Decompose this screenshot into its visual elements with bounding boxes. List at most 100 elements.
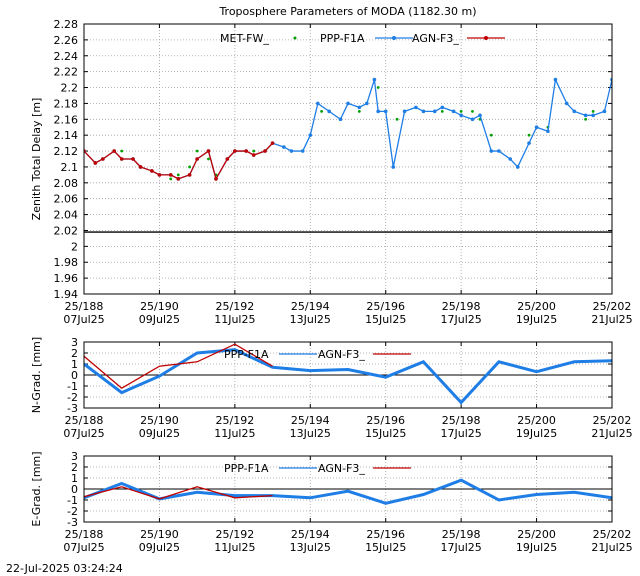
footer-timestamp: 22-Jul-2025 03:24:24 bbox=[6, 562, 123, 575]
data-point bbox=[489, 133, 493, 137]
legend-entry: PPP-F1A bbox=[224, 462, 317, 475]
series-line bbox=[84, 486, 273, 500]
x-tick-label: 25/194 bbox=[291, 528, 330, 541]
legend-swatch-marker bbox=[484, 36, 488, 40]
x-tick-label: 25/196 bbox=[366, 528, 405, 541]
data-point bbox=[572, 109, 577, 114]
data-point bbox=[402, 109, 407, 114]
data-point bbox=[176, 173, 180, 177]
data-point bbox=[188, 165, 192, 169]
data-point bbox=[120, 149, 124, 153]
data-point bbox=[168, 173, 173, 177]
y-tick-label: 2.24 bbox=[54, 50, 79, 63]
x-tick-label: 25/192 bbox=[216, 528, 255, 541]
data-point bbox=[421, 109, 426, 114]
y-tick-label: -3 bbox=[67, 402, 78, 415]
legend-label: AGN-F3_ bbox=[412, 32, 459, 45]
y-tick-label: 2.06 bbox=[54, 193, 79, 206]
legend-label: AGN-F3_ bbox=[318, 348, 365, 361]
plot-area bbox=[84, 478, 612, 505]
data-point bbox=[471, 109, 474, 113]
x-tick-date: 13Jul25 bbox=[290, 313, 331, 326]
data-point bbox=[207, 157, 210, 161]
y-tick-label: 2.18 bbox=[54, 97, 79, 110]
data-point bbox=[300, 149, 305, 153]
legend-entry: AGN-F3_ bbox=[318, 462, 411, 475]
data-point bbox=[112, 149, 116, 153]
chart-title: Troposphere Parameters of MODA (1182.30 … bbox=[218, 5, 476, 18]
x-tick-date: 07Jul25 bbox=[63, 541, 104, 554]
legend-label: MET-FW_ bbox=[220, 32, 269, 45]
panel-1: Troposphere Parameters of MODA (1182.30 … bbox=[30, 5, 633, 326]
x-tick-label: 25/198 bbox=[442, 414, 481, 427]
x-tick-date: 09Jul25 bbox=[139, 541, 180, 554]
x-tick-date: 15Jul25 bbox=[365, 427, 406, 440]
data-point bbox=[591, 113, 595, 118]
legend-entry: PPP-F1A bbox=[224, 348, 317, 361]
y-tick-label: 2.08 bbox=[54, 177, 79, 190]
x-tick-date: 11Jul25 bbox=[214, 427, 255, 440]
legend-label: PPP-F1A bbox=[320, 32, 365, 45]
x-tick-date: 09Jul25 bbox=[139, 427, 180, 440]
y-tick-label: 1 bbox=[71, 472, 78, 485]
y-tick-label: 0 bbox=[71, 369, 78, 382]
series-ppp-f1a bbox=[84, 478, 612, 505]
legend-swatch-marker bbox=[392, 36, 396, 40]
data-point bbox=[327, 109, 331, 114]
legend-entry: AGN-F3_ bbox=[412, 32, 505, 45]
x-tick-date: 13Jul25 bbox=[290, 427, 331, 440]
data-point bbox=[376, 86, 380, 89]
y-tick-label: 2.22 bbox=[54, 66, 79, 79]
x-tick-label: 25/190 bbox=[140, 414, 179, 427]
x-tick-date: 15Jul25 bbox=[365, 313, 406, 326]
plot-area bbox=[84, 77, 612, 233]
series-ppp-f1a bbox=[84, 348, 612, 405]
data-point bbox=[252, 149, 256, 153]
data-point bbox=[195, 157, 199, 161]
data-point bbox=[357, 105, 362, 110]
x-tick-label: 25/188 bbox=[65, 528, 104, 541]
x-tick-label: 25/196 bbox=[366, 300, 405, 313]
data-point bbox=[602, 109, 607, 114]
data-point bbox=[564, 101, 569, 106]
x-tick-date: 21Jul25 bbox=[591, 541, 632, 554]
y-axis-label: E-Grad. [mm] bbox=[30, 451, 43, 526]
data-point bbox=[591, 109, 595, 113]
data-point bbox=[497, 149, 501, 153]
x-tick-label: 25/200 bbox=[517, 528, 556, 541]
data-point bbox=[308, 133, 313, 137]
data-point bbox=[527, 141, 531, 145]
y-tick-label: 1.98 bbox=[54, 256, 79, 269]
data-point bbox=[93, 161, 98, 165]
data-point bbox=[459, 109, 463, 113]
series-met-fw- bbox=[84, 78, 612, 181]
x-tick-label: 25/192 bbox=[216, 300, 255, 313]
x-tick-label: 25/194 bbox=[291, 300, 330, 313]
plot-frame bbox=[83, 341, 613, 409]
legend-swatch bbox=[293, 36, 297, 40]
data-point bbox=[225, 157, 230, 161]
y-tick-label: 2.28 bbox=[54, 18, 79, 31]
data-point bbox=[206, 149, 211, 153]
legend-entry: PPP-F1A bbox=[320, 32, 413, 45]
data-point bbox=[372, 77, 377, 82]
y-tick-label: -1 bbox=[67, 494, 78, 507]
data-point bbox=[440, 105, 445, 110]
data-point bbox=[131, 157, 135, 161]
x-tick-date: 09Jul25 bbox=[139, 313, 180, 326]
data-point bbox=[391, 165, 396, 169]
data-point bbox=[316, 101, 320, 106]
y-tick-label: 2.12 bbox=[54, 145, 79, 158]
x-tick-label: 25/200 bbox=[517, 300, 556, 313]
x-tick-date: 19Jul25 bbox=[516, 313, 557, 326]
x-tick-date: 11Jul25 bbox=[214, 541, 255, 554]
data-point bbox=[101, 157, 105, 161]
legend-label: PPP-F1A bbox=[224, 462, 269, 475]
x-tick-label: 25/190 bbox=[140, 300, 179, 313]
y-tick-label: 2.1 bbox=[61, 161, 79, 174]
x-tick-label: 25/188 bbox=[65, 300, 104, 313]
data-point bbox=[515, 165, 520, 169]
data-point bbox=[376, 109, 380, 114]
data-point bbox=[289, 149, 294, 153]
